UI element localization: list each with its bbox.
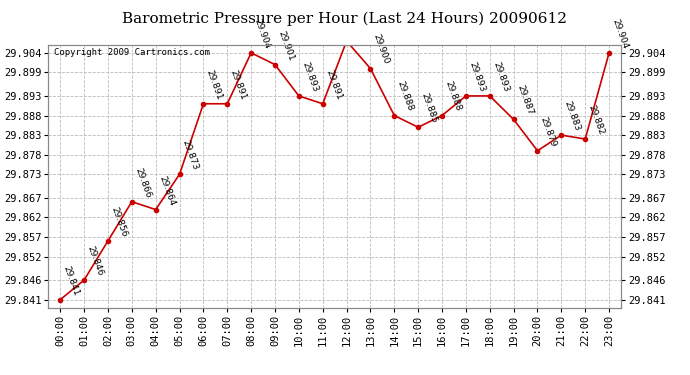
Text: 29.907: 29.907	[0, 374, 1, 375]
Text: 29.904: 29.904	[253, 18, 272, 50]
Text: 29.841: 29.841	[61, 264, 81, 297]
Text: 29.891: 29.891	[324, 68, 344, 101]
Text: 29.887: 29.887	[515, 84, 534, 117]
Text: 29.888: 29.888	[444, 80, 463, 113]
Text: 29.888: 29.888	[395, 80, 415, 113]
Text: 29.904: 29.904	[611, 18, 630, 50]
Text: Copyright 2009 Cartronics.com: Copyright 2009 Cartronics.com	[54, 48, 210, 57]
Text: 29.856: 29.856	[109, 206, 128, 238]
Text: 29.882: 29.882	[586, 104, 606, 136]
Text: 29.873: 29.873	[181, 139, 200, 171]
Text: 29.893: 29.893	[300, 60, 319, 93]
Text: 29.883: 29.883	[563, 100, 582, 132]
Text: 29.866: 29.866	[133, 166, 152, 199]
Text: 29.885: 29.885	[420, 92, 439, 124]
Text: 29.879: 29.879	[539, 116, 558, 148]
Text: Barometric Pressure per Hour (Last 24 Hours) 20090612: Barometric Pressure per Hour (Last 24 Ho…	[123, 11, 567, 26]
Text: 29.900: 29.900	[372, 33, 391, 66]
Text: 29.901: 29.901	[277, 29, 295, 62]
Text: 29.864: 29.864	[157, 174, 176, 207]
Text: 29.891: 29.891	[205, 68, 224, 101]
Text: 29.893: 29.893	[491, 60, 511, 93]
Text: 29.891: 29.891	[228, 68, 248, 101]
Text: 29.846: 29.846	[86, 245, 105, 277]
Text: 29.893: 29.893	[467, 60, 486, 93]
